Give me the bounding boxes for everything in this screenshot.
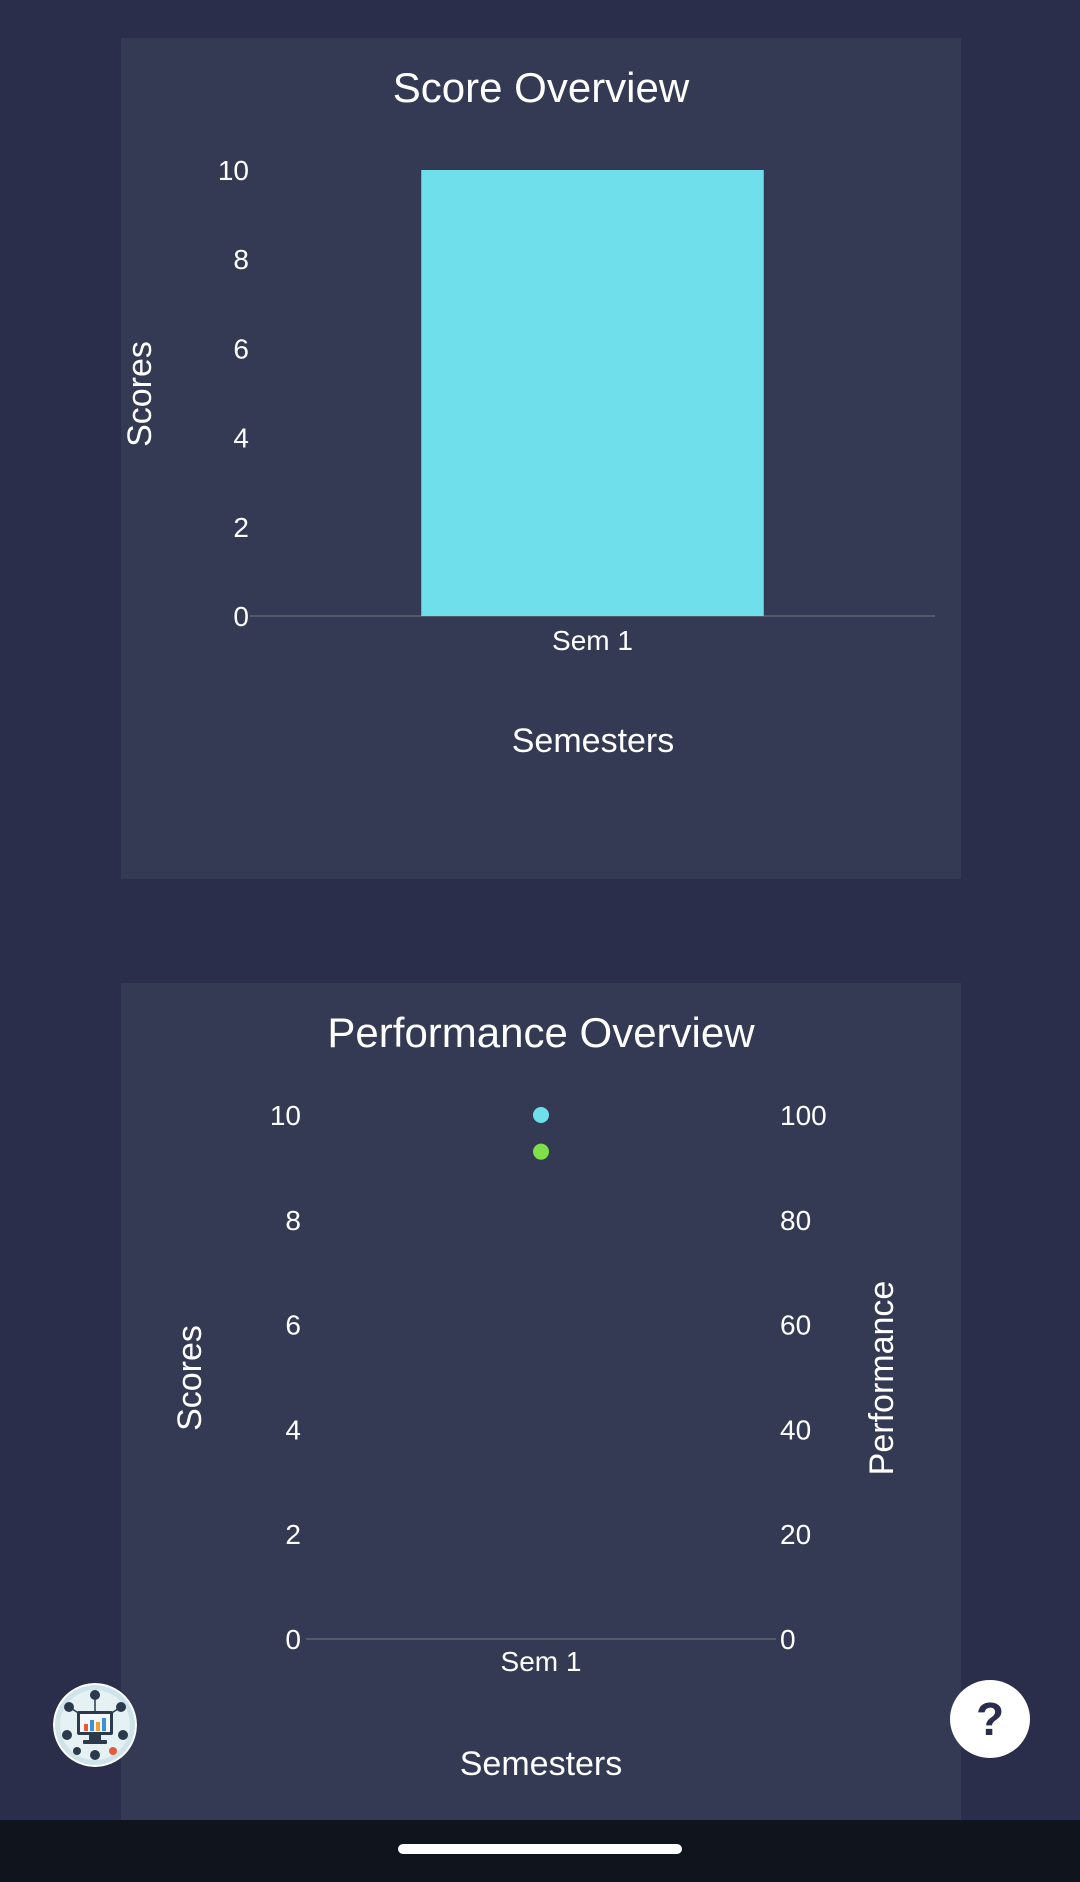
score-chart-y-tick-label: 2	[233, 512, 249, 543]
score-chart-y-tick-label: 0	[233, 601, 249, 632]
score-chart-y-tick-label: 10	[218, 155, 249, 186]
app-logo-button[interactable]	[53, 1683, 137, 1767]
performance-chart-left-y-tick-label: 2	[285, 1519, 301, 1550]
performance-chart-right-y-axis-label: Performance	[863, 1281, 901, 1476]
performance-chart-left-y-tick-label: 0	[285, 1624, 301, 1655]
performance-chart-right-y-tick-label: 80	[780, 1205, 811, 1236]
performance-chart-title: Performance Overview	[327, 1009, 755, 1056]
performance-chart-left-y-axis-label: Scores	[171, 1325, 209, 1431]
performance-chart-left-y-tick-label: 8	[285, 1205, 301, 1236]
analytics-logo-icon	[53, 1683, 137, 1767]
performance-chart-right-y-tick-label: 20	[780, 1519, 811, 1550]
performance-chart-x-tick-label: Sem 1	[501, 1646, 582, 1677]
score-bar	[421, 170, 764, 616]
score-point	[533, 1107, 549, 1123]
performance-chart-left-y-tick-label: 4	[285, 1414, 301, 1445]
help-button[interactable]: ?	[950, 1680, 1030, 1758]
score-chart-x-tick-label: Sem 1	[552, 625, 633, 656]
performance-chart-right-y-tick-label: 0	[780, 1624, 796, 1655]
score-chart-title: Score Overview	[393, 64, 690, 111]
performance-chart-right-y-tick-label: 60	[780, 1310, 811, 1341]
performance-chart-right-y-tick-label: 40	[780, 1414, 811, 1445]
performance-overview-chart: Performance Overview Scores Performance …	[171, 1009, 901, 1783]
score-chart-y-axis-label: Scores	[121, 341, 159, 447]
performance-chart-right-y-tick-label: 100	[780, 1100, 827, 1131]
score-chart-marks: 0 2 4 6 8 10 Sem 1	[218, 155, 764, 656]
performance-chart-left-y-tick-label: 10	[270, 1100, 301, 1131]
score-overview-chart: Score Overview Scores Semesters 0 2 4 6 8 10 S…	[121, 64, 935, 760]
question-mark-icon: ?	[975, 1693, 1005, 1745]
home-indicator[interactable]	[398, 1844, 682, 1854]
performance-chart-x-axis-label: Semesters	[460, 1745, 623, 1783]
performance-chart-left-y-tick-label: 6	[285, 1310, 301, 1341]
score-chart-x-axis-label: Semesters	[512, 722, 675, 760]
performance-point	[533, 1143, 549, 1160]
score-chart-y-tick-label: 4	[233, 423, 249, 454]
score-overview-card: Score Overview Scores Semesters 0 2 4 6 8 10 S…	[121, 38, 961, 879]
score-chart-y-tick-label: 6	[233, 333, 249, 364]
score-chart-y-tick-label: 8	[233, 244, 249, 275]
performance-overview-card: Performance Overview Scores Performance …	[121, 983, 961, 1820]
